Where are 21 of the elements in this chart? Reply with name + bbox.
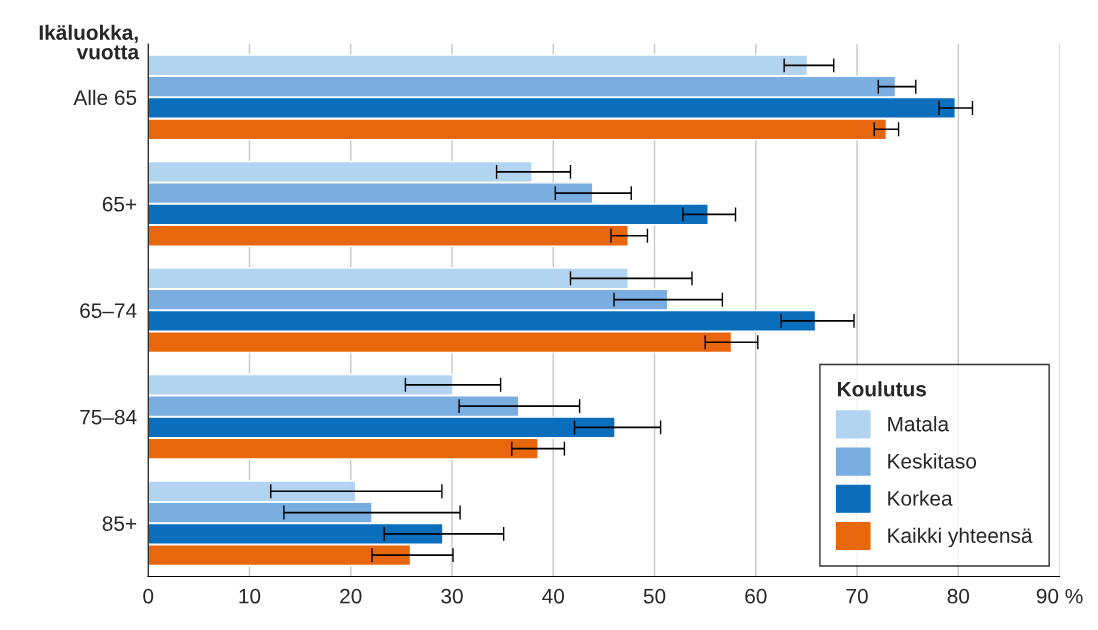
y-tick-label: Alle 65 (73, 89, 137, 106)
legend-label: Kaikki yhteensä (888, 527, 1033, 548)
x-tick-label: 40 (542, 588, 565, 604)
legend-label: Matala (888, 416, 950, 432)
x-tick-label: 0 (143, 588, 154, 604)
y-axis-title: Ikäluokka, vuotta (39, 24, 140, 60)
x-tick-label: 10 (239, 588, 261, 604)
y-tick-label: 75–84 (80, 409, 137, 425)
legend-title: Koulutus (837, 381, 926, 397)
x-tick-label: 80 (947, 588, 970, 604)
y-tick-label: 65+ (102, 196, 137, 212)
x-tick-label: 50 (643, 588, 666, 604)
legend-label: Korkea (888, 490, 953, 506)
x-tick-label: 30 (441, 588, 463, 604)
x-tick-label: 90 % (1036, 588, 1083, 604)
x-tick-label: 70 (846, 588, 868, 604)
y-tick-label: 85+ (102, 516, 137, 531)
y-tick-label: 65–74 (80, 303, 137, 319)
x-tick-label: 20 (340, 588, 362, 604)
legend-label: Keskitaso (888, 453, 977, 469)
x-tick-label: 60 (745, 588, 767, 604)
